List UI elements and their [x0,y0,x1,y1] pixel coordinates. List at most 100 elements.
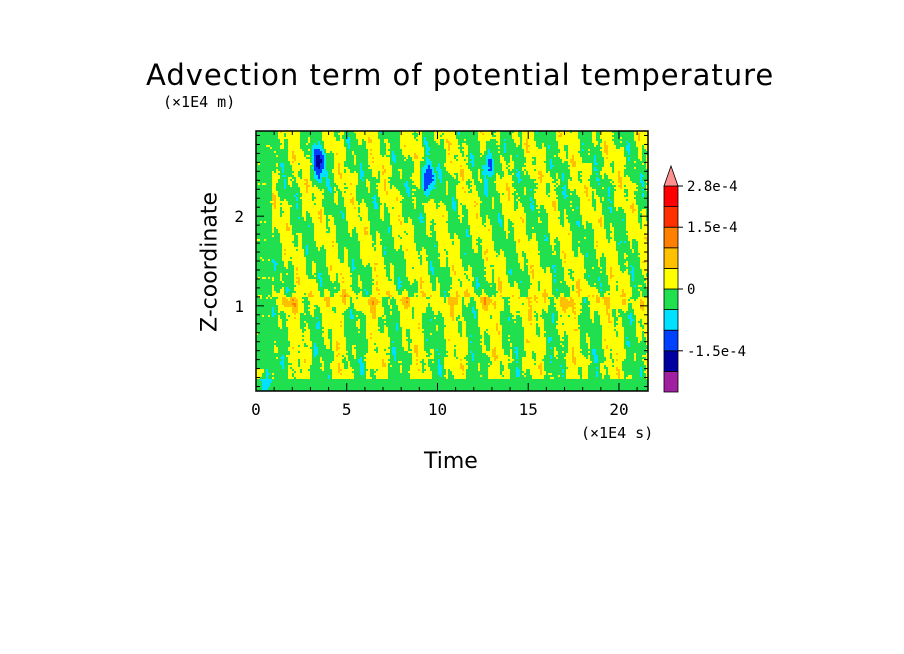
heatmap-cell [548,229,571,232]
heatmap-cell [498,219,503,222]
heatmap-cell [556,187,563,190]
heatmap-cell [316,241,333,244]
heatmap-cell [326,149,347,152]
heatmap-cell [534,207,537,210]
heatmap-cell [568,195,579,198]
heatmap-cell [344,199,351,202]
heatmap-cell [344,277,353,280]
heatmap-cell [606,259,619,262]
heatmap-cell [416,201,429,204]
heatmap-cell [498,255,505,258]
heatmap-cell [256,227,273,230]
heatmap-cell [322,131,335,134]
heatmap-cell [400,277,409,280]
heatmap-cell [606,267,611,270]
heatmap-cell [496,179,513,182]
heatmap-cell [460,285,463,288]
heatmap-cell [510,269,513,272]
heatmap-cell [452,281,461,284]
heatmap-cell [344,141,347,144]
heatmap-cell [510,189,517,192]
heatmap-cell [628,303,633,306]
heatmap-cell [256,285,273,288]
heatmap-cell [610,299,623,302]
heatmap-cell [370,295,389,298]
heatmap-cell [468,279,471,282]
heatmap-cell [592,137,597,140]
heatmap-cell [466,229,469,232]
heatmap-cell [380,173,383,176]
heatmap-cell [534,227,549,230]
heatmap-cell [400,139,417,142]
heatmap-cell [492,233,507,236]
heatmap-cell [256,181,273,184]
heatmap-cell [590,285,601,288]
heatmap-cell [580,139,593,142]
heatmap-cell [564,177,573,180]
heatmap-cell [398,235,401,238]
heatmap-cell [292,181,297,184]
heatmap-cell [436,175,439,178]
heatmap-cell [330,267,333,270]
heatmap-cell [646,217,648,220]
heatmap-cell [486,225,493,228]
heatmap-cell [522,217,527,220]
heatmap-cell [466,191,469,194]
heatmap-cell [458,205,463,208]
heatmap-cell [468,233,471,236]
heatmap-cell [598,263,601,266]
heatmap-cell [322,205,345,208]
heatmap-cell [340,211,343,214]
heatmap-cell [526,215,549,218]
heatmap-cell [464,177,473,180]
heatmap-cell [508,223,515,226]
heatmap-cell [368,291,373,294]
heatmap-cell [344,203,353,206]
heatmap-cell [364,179,367,182]
heatmap-cell [388,139,401,142]
heatmap-cell [430,233,437,236]
heatmap-cell [380,205,385,208]
heatmap-cell [614,169,625,172]
heatmap-cell [360,247,375,250]
heatmap-cell [404,289,407,292]
heatmap-cell [396,157,407,160]
heatmap-cell [396,197,399,200]
heatmap-cell [346,247,361,250]
heatmap-cell [362,165,371,168]
heatmap-cell [406,289,419,292]
heatmap-cell [412,219,421,222]
heatmap-cell [522,269,525,272]
heatmap-cell [578,137,593,140]
heatmap-cell [338,167,341,170]
heatmap-cell [336,277,339,280]
heatmap-cell [380,171,383,174]
heatmap-cell [346,183,351,186]
heatmap-cell [508,167,515,170]
heatmap-cell [572,309,575,312]
heatmap-cell [390,221,401,224]
heatmap-cell [444,163,467,166]
heatmap-cell [458,293,465,296]
heatmap-cell [642,185,645,188]
heatmap-cell [280,237,295,240]
heatmap-cell [312,155,315,158]
heatmap-cell [504,299,509,302]
heatmap-cell [416,249,423,252]
heatmap-cell [346,219,361,222]
heatmap-cell [356,185,367,188]
heatmap-cell [340,167,349,170]
heatmap-cell [470,227,493,230]
heatmap-cell [460,283,463,286]
heatmap-cell [302,243,317,246]
heatmap-cell [316,165,321,168]
heatmap-cell [550,189,555,192]
heatmap-cell [608,281,617,284]
heatmap-cell [646,163,648,166]
heatmap-cell [638,215,643,218]
heatmap-cell [446,265,449,268]
heatmap-cell [334,187,337,190]
heatmap-cell [622,137,635,140]
heatmap-cell [562,265,585,268]
heatmap-cell [312,149,315,152]
